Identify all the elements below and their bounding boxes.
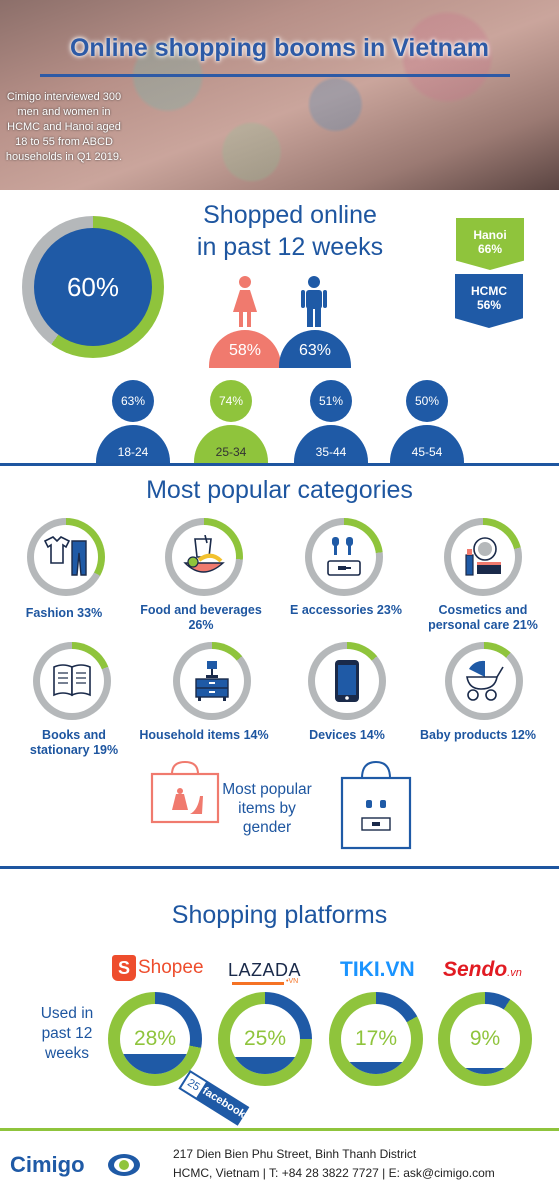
age-value: 50%	[406, 380, 448, 422]
age-value: 51%	[310, 380, 352, 422]
sendo-ring: 9%	[438, 992, 532, 1086]
shopee-ring: 28%	[108, 992, 202, 1086]
cosmetics-icon	[465, 537, 501, 576]
category-label: Books and stationary 19%	[29, 728, 119, 757]
age-group-45-54: 50% 45-54	[390, 380, 464, 465]
hcmc-label: HCMC	[471, 284, 507, 298]
smartphone-icon	[335, 660, 359, 702]
baby-ring	[445, 642, 523, 720]
age-group-35-44: 51% 35-44	[294, 380, 368, 465]
female-bag-icon	[150, 760, 220, 824]
header-photo	[0, 0, 559, 190]
categories-title: Most popular categories	[146, 476, 413, 504]
age-range: 25-34	[194, 425, 268, 465]
age-group-25-34: 74% 25-34	[194, 380, 268, 465]
household-ring	[173, 642, 251, 720]
age-value: 74%	[210, 380, 252, 422]
cimigo-logo: Cimigo	[10, 1150, 150, 1182]
lazada-underline	[232, 982, 284, 985]
book-icon	[53, 664, 91, 697]
gender-text-line: gender	[242, 819, 292, 836]
shopee-bag-icon: S	[112, 955, 136, 981]
age-group-18-24: 63% 18-24	[96, 380, 170, 465]
sendo-name: Sendo	[443, 958, 508, 981]
male-icon	[301, 276, 327, 327]
category-label: Household items 14%	[139, 728, 269, 742]
footer-address: 217 Dien Bien Phu Street, Binh Thanh Dis…	[173, 1147, 417, 1161]
footer-contact: HCMC, Vietnam | T: +84 28 3822 7727 | E:…	[173, 1166, 495, 1180]
clothes-icon	[43, 536, 87, 576]
category-label: Cosmetics and personal care 21%	[428, 603, 538, 632]
shopee-logo: S Shopee	[108, 953, 204, 983]
lazada-name: LAZADA	[228, 960, 302, 980]
used-line: weeks	[45, 1045, 89, 1062]
category-label: E accessories 23%	[290, 603, 402, 617]
title-underline	[40, 74, 510, 77]
gender-items-text: Most popular items by gender	[222, 780, 312, 837]
hanoi-value: 66%	[477, 242, 503, 256]
food-icon	[183, 535, 225, 573]
lazada-logo: LAZADA •VN	[228, 960, 304, 985]
nightstand-icon	[195, 661, 229, 701]
cosmetics-ring	[444, 518, 522, 596]
lazada-sub: •VN	[286, 978, 299, 985]
page-title: Online shopping booms in Vietnam	[69, 34, 489, 62]
eye-logo-icon	[108, 1154, 140, 1176]
devices-ring	[308, 642, 386, 720]
female-icon	[233, 276, 257, 327]
overall-value: 60%	[34, 228, 152, 346]
tiki-logo: TIKI.VN	[340, 958, 424, 986]
male-bag-icon	[340, 760, 412, 850]
facebook-tag: 25 facebook	[164, 1070, 252, 1151]
sendo-logo: Sendo.vn	[443, 958, 523, 986]
fashion-ring	[27, 518, 105, 596]
shopped-title-line2: in past 12 weeks	[196, 233, 384, 261]
lazada-fill	[230, 1056, 300, 1074]
section-divider	[0, 463, 559, 466]
section-divider	[0, 866, 559, 869]
books-ring	[33, 642, 111, 720]
sendo-value: 9%	[469, 1027, 501, 1050]
survey-description: Cimigo interviewed 300 men and women in …	[5, 91, 123, 163]
hcmc-value: 56%	[476, 298, 502, 312]
food-ring	[165, 518, 243, 596]
shopee-fill	[120, 1054, 190, 1074]
sendo-sub: .vn	[507, 967, 522, 979]
platforms-title: Shopping platforms	[171, 901, 388, 929]
age-range: 18-24	[96, 425, 170, 465]
footer-divider	[0, 1128, 559, 1131]
shopee-name: Shopee	[138, 957, 204, 978]
lazada-value: 25%	[243, 1027, 287, 1050]
e-accessories-ring	[305, 518, 383, 596]
tiki-name: TIKI.VN	[340, 958, 415, 981]
sendo-fill	[450, 1067, 520, 1074]
shopped-title-line1: Shopped online	[203, 201, 377, 229]
stroller-icon	[466, 660, 504, 701]
category-label: Baby products 12%	[419, 728, 536, 742]
gender-text-line: items by	[238, 800, 296, 817]
tiki-value: 17%	[354, 1027, 398, 1050]
gender-text-line: Most popular	[222, 781, 312, 798]
shopped-title: Shopped online in past 12 weeks	[170, 199, 410, 263]
lazada-ring: 25%	[218, 992, 312, 1086]
hanoi-badge: Hanoi 66%	[456, 218, 524, 270]
hanoi-label: Hanoi	[473, 228, 507, 242]
hcmc-badge: HCMC 56%	[455, 274, 523, 328]
used-line: past 12	[41, 1025, 93, 1042]
male-share: 63%	[279, 330, 351, 368]
age-value: 63%	[112, 380, 154, 422]
female-share: 58%	[209, 330, 281, 368]
category-label: Fashion 33%	[25, 606, 103, 620]
tiki-ring: 17%	[329, 992, 423, 1086]
brand-name: Cimigo	[10, 1152, 85, 1177]
tiki-fill	[341, 1062, 411, 1074]
category-label: Food and beverages 26%	[140, 603, 262, 632]
shopee-value: 28%	[133, 1027, 177, 1050]
age-range: 35-44	[294, 425, 368, 465]
category-label: Devices 14%	[309, 728, 385, 742]
used-line: Used in	[40, 1005, 94, 1022]
age-range: 45-54	[390, 425, 464, 465]
used-in-label: Used in past 12 weeks	[32, 1004, 102, 1064]
earbuds-icon	[327, 537, 361, 576]
